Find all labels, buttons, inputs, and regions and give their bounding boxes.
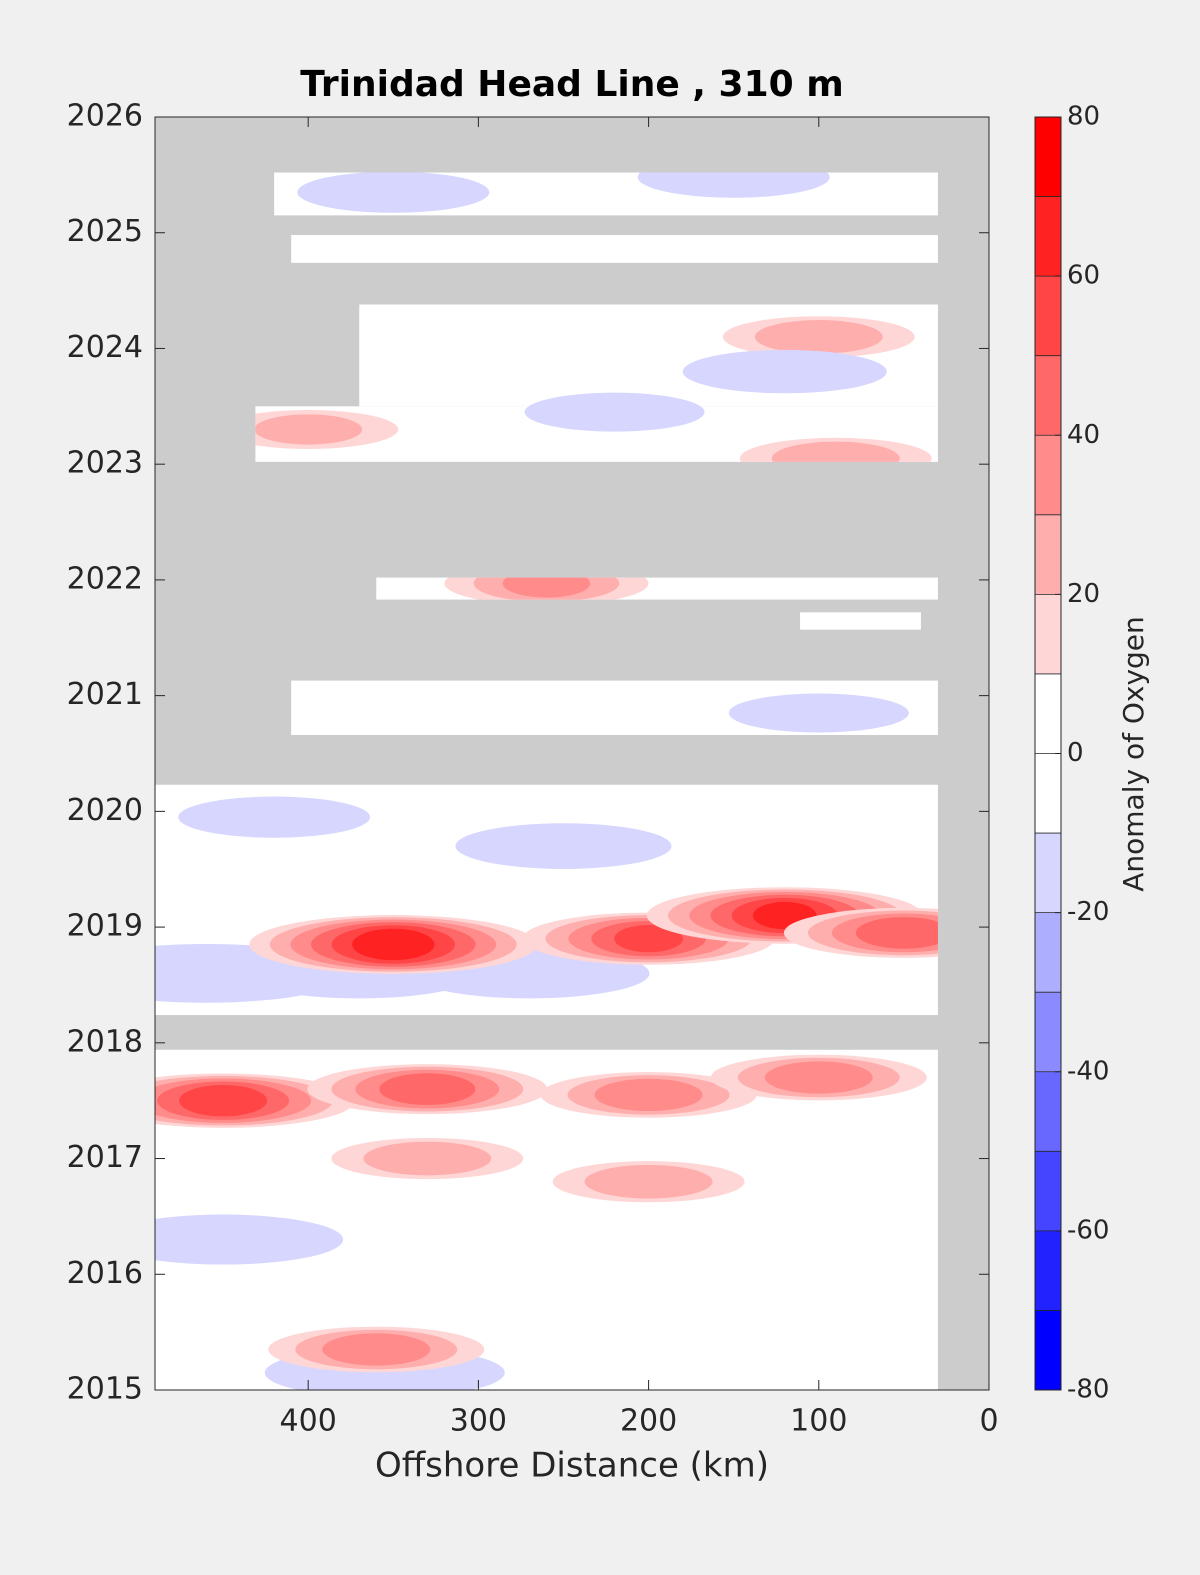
anomaly [249, 915, 538, 974]
data-coverage [291, 235, 938, 263]
anomaly [297, 172, 490, 213]
contour-ring [155, 1214, 344, 1265]
colorbar-band [1035, 1230, 1061, 1311]
colorbar-tick-label: -40 [1067, 1056, 1109, 1086]
anomaly [540, 1072, 757, 1118]
anomaly [682, 349, 887, 394]
anomaly [524, 392, 705, 432]
colorbar-band [1035, 912, 1061, 993]
anomaly [155, 1073, 356, 1128]
y-tick-label: 2020 [67, 793, 143, 828]
colorbar-tick-label: 80 [1067, 102, 1100, 132]
x-tick-label: 0 [979, 1404, 998, 1439]
y-tick-label: 2025 [67, 214, 143, 249]
y-tick-label: 2023 [67, 446, 143, 481]
colorbar-band [1035, 196, 1061, 277]
contour-ring [637, 172, 830, 198]
colorbar-band [1035, 514, 1061, 595]
contour-ring [352, 928, 435, 961]
y-tick-label: 2022 [67, 561, 143, 596]
anomaly [218, 409, 399, 449]
contour-ring [179, 1084, 268, 1117]
colorbar-band [1035, 833, 1061, 913]
colorbar-band [1035, 1151, 1061, 1231]
colorbar-band [1035, 594, 1061, 674]
x-tick-label: 300 [450, 1404, 507, 1439]
contour-ring [682, 349, 887, 394]
anomaly [331, 1137, 524, 1180]
contour-ring [322, 1333, 431, 1366]
anomaly [552, 1161, 745, 1203]
contour-ring [297, 172, 490, 213]
y-tick-label: 2026 [67, 99, 143, 134]
colorbar-band [1035, 753, 1061, 834]
colorbar-band [1035, 673, 1061, 754]
anomaly [155, 1214, 344, 1265]
anomaly [637, 172, 830, 198]
x-tick-label: 100 [790, 1404, 847, 1439]
contour-ring [455, 823, 672, 869]
y-tick-label: 2016 [67, 1256, 143, 1291]
y-tick-label: 2024 [67, 330, 143, 365]
colorbar-tick-label: 60 [1067, 261, 1100, 291]
anomaly [307, 1064, 548, 1115]
y-tick-label: 2018 [67, 1024, 143, 1059]
anomalies [155, 172, 938, 1391]
anomaly [722, 316, 915, 358]
contour-ring [614, 925, 683, 953]
colorbar-band [1035, 1310, 1061, 1390]
colorbar-band [1035, 435, 1061, 515]
colorbar-band [1035, 355, 1061, 436]
colorbar-tick-label: -80 [1067, 1375, 1109, 1405]
colorbar-tick-label: -60 [1067, 1215, 1109, 1245]
anomaly [710, 1054, 927, 1101]
y-tick-label: 2015 [67, 1372, 143, 1407]
chart-title: Trinidad Head Line , 310 m [300, 64, 843, 105]
anomaly [522, 912, 775, 965]
anomaly [455, 823, 672, 869]
contour-ring [178, 796, 371, 838]
contour-ring [379, 1073, 476, 1105]
contour-ring [584, 1164, 713, 1199]
contour-ring [594, 1078, 703, 1112]
anomaly [783, 907, 938, 958]
x-tick-label: 200 [620, 1404, 677, 1439]
colorbar-tick-label: -20 [1067, 897, 1109, 927]
y-tick-label: 2017 [67, 1140, 143, 1175]
x-tick-label: 400 [280, 1404, 337, 1439]
contour-ring [524, 392, 705, 432]
anomaly [178, 796, 371, 838]
anomaly [728, 693, 909, 733]
contour-ring [754, 320, 883, 354]
contour-ring [764, 1061, 873, 1094]
colorbar-band [1035, 276, 1061, 356]
colorbar-tick-label: 20 [1067, 579, 1100, 609]
data-coverage [800, 612, 921, 630]
colorbar-tick-label: 40 [1067, 420, 1100, 450]
contour-ring [363, 1141, 492, 1176]
anomaly [268, 1326, 485, 1373]
y-tick-label: 2019 [67, 909, 143, 944]
colorbar-band [1035, 117, 1061, 197]
contour-ring [254, 414, 363, 445]
colorbar-band [1035, 992, 1061, 1072]
contour-ring [855, 917, 938, 949]
colorbar-label: Anomaly of Oxygen [1117, 616, 1150, 892]
plot-frame [154, 116, 990, 1391]
x-axis-label: Offshore Distance (km) [375, 1446, 769, 1486]
y-tick-label: 2021 [67, 677, 143, 712]
contour-ring [728, 693, 909, 733]
colorbar-band [1035, 1071, 1061, 1152]
colorbar-tick-label: 0 [1067, 738, 1084, 768]
